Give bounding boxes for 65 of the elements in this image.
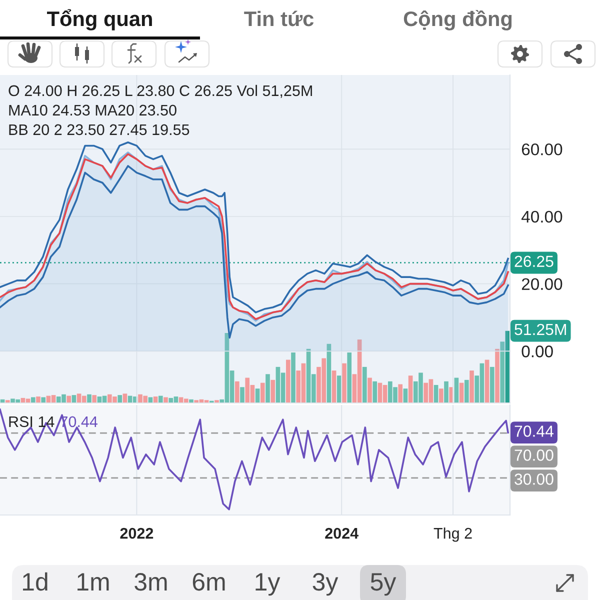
bar: [470, 370, 474, 403]
bar: [372, 381, 378, 403]
bar: [484, 360, 490, 403]
y-tick-label: 60.00: [522, 143, 562, 156]
bar: [438, 388, 444, 403]
bar: [398, 384, 403, 403]
bar: [66, 396, 72, 403]
bar: [214, 400, 219, 403]
y-tick-label: 40.00: [521, 210, 562, 223]
bar: [260, 382, 265, 403]
x-tick-label: 2022: [120, 528, 154, 539]
annotation: MA10 24.53 MA20 23.50: [9, 104, 176, 116]
category-label: 1m: [78, 573, 109, 590]
category-label: Tổng quan: [47, 9, 152, 30]
bar: [118, 395, 122, 403]
bar: [368, 378, 372, 403]
bar: [87, 394, 92, 403]
bar: [270, 380, 276, 403]
category-label: Tin tức: [244, 10, 314, 26]
category-label: Cộng đồng: [404, 10, 512, 30]
bar: [255, 388, 260, 403]
bar: [444, 381, 448, 403]
bar: [30, 397, 36, 403]
bar: [490, 366, 494, 403]
bar: [336, 376, 342, 403]
bar: [332, 370, 336, 403]
category-label: 6m: [192, 573, 225, 591]
y-tick-label: 0.00: [522, 346, 553, 358]
category-label: 1d: [23, 572, 48, 591]
data-label: 70.44: [514, 426, 554, 437]
bar: [286, 360, 290, 403]
bar: [5, 400, 10, 403]
bar: [240, 387, 244, 403]
bar: [500, 342, 505, 403]
category-label: 3m: [134, 573, 167, 591]
x-tick-label: Thg 2: [434, 528, 472, 542]
bar: [403, 388, 408, 403]
bar: [36, 396, 40, 403]
bar: [464, 380, 469, 403]
bar: [342, 363, 346, 403]
ref-line-label: 30.00: [514, 474, 554, 485]
category-label: 3y: [312, 573, 338, 596]
bar: [92, 395, 97, 403]
y-tick-label: 20.00: [522, 278, 562, 290]
annotation: BB 20 2 23.50 27.45 19.55: [9, 124, 190, 136]
bar: [164, 397, 168, 403]
bar: [495, 348, 500, 403]
text: 51.25M: [514, 324, 566, 336]
ref-line-label: 26.25: [514, 256, 554, 268]
bar: [234, 381, 240, 403]
category-label: 5y: [370, 573, 396, 596]
bar: [41, 397, 46, 403]
series-label: RSI 14: [9, 416, 54, 428]
category-label: 1y: [256, 573, 280, 596]
bar: [291, 352, 296, 403]
bar: [454, 378, 459, 403]
annotation: O 24.00 H 26.25 L 23.80 C 26.25 Vol 51,25M: [8, 84, 312, 98]
bar: [347, 352, 352, 403]
x-tick-label: 2024: [325, 528, 359, 539]
bar: [408, 376, 413, 403]
bar: [362, 366, 367, 403]
bar: [158, 396, 163, 403]
bar: [326, 344, 332, 403]
bar: [266, 374, 270, 403]
ref-line-label: 70.00: [514, 450, 554, 461]
